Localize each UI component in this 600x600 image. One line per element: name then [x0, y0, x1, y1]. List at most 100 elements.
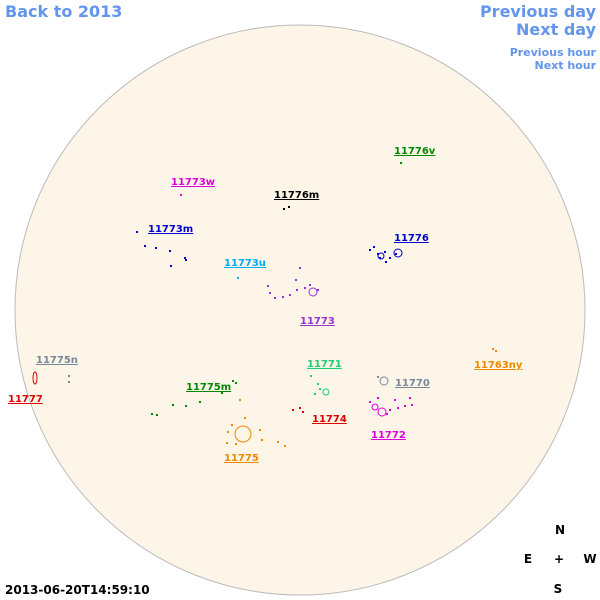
sunspot — [277, 441, 279, 443]
region-label[interactable]: 11770 — [395, 378, 430, 389]
previous-hour-link[interactable]: Previous hour — [510, 46, 597, 59]
sunspot — [317, 289, 319, 291]
region-label[interactable]: 11774 — [312, 414, 347, 425]
region-label[interactable]: 11776m — [274, 190, 319, 201]
sunspot — [221, 392, 223, 394]
sunspot — [389, 409, 391, 411]
sunspot — [231, 424, 233, 426]
region-label[interactable]: 11775m — [186, 382, 231, 393]
sunspot — [169, 250, 171, 252]
sunspot — [180, 194, 182, 196]
sunspot — [170, 265, 172, 267]
region-label[interactable]: 11775 — [224, 453, 259, 464]
sunspot — [274, 297, 276, 299]
sunspot — [284, 445, 286, 447]
region-label[interactable]: 11773u — [224, 258, 266, 269]
sunspot — [299, 267, 301, 269]
sunspot — [184, 257, 186, 259]
compass-center: + — [554, 552, 564, 566]
sunspot — [394, 399, 396, 401]
sunspot — [185, 405, 187, 407]
sunspot-group — [308, 287, 318, 297]
region-label[interactable]: 11776 — [394, 233, 429, 244]
sunspot — [144, 245, 146, 247]
sunspot — [389, 257, 391, 259]
sunspot — [244, 417, 246, 419]
region-label[interactable]: 11773w — [171, 177, 215, 188]
sunspot — [239, 399, 241, 401]
compass-west: W — [583, 552, 596, 566]
sunspot — [283, 208, 285, 210]
sunspot — [397, 407, 399, 409]
sunspot — [259, 429, 261, 431]
sunspot — [386, 413, 388, 415]
next-hour-link[interactable]: Next hour — [535, 59, 597, 72]
sunspot — [299, 407, 301, 409]
sunspot — [384, 251, 386, 253]
sunspot — [310, 375, 312, 377]
sunspot — [296, 289, 298, 291]
compass-east: E — [524, 552, 532, 566]
sunspot — [302, 411, 304, 413]
sunspot — [304, 287, 306, 289]
sunspot — [269, 292, 271, 294]
back-link[interactable]: Back to 2013 — [5, 2, 122, 21]
region-label[interactable]: 11763ny — [474, 360, 523, 371]
sunspot — [373, 246, 375, 248]
sunspot — [226, 442, 228, 444]
previous-day-link[interactable]: Previous day — [480, 2, 597, 21]
region-label[interactable]: 11777 — [8, 394, 43, 405]
region-label[interactable]: 11775n — [36, 355, 78, 366]
sunspot-group — [371, 403, 379, 411]
compass-south: S — [554, 582, 563, 596]
sunspot — [319, 388, 321, 390]
sunspot — [495, 350, 497, 352]
sunspot — [379, 257, 381, 259]
region-label[interactable]: 11776v — [394, 146, 436, 157]
sunspot — [409, 397, 411, 399]
sunspot — [317, 383, 319, 385]
sunspot — [385, 261, 387, 263]
sunspot — [411, 404, 413, 406]
sunspot — [404, 405, 406, 407]
sunspot — [288, 206, 290, 208]
sunspot — [395, 253, 397, 255]
sunspot — [261, 439, 263, 441]
sunspot — [400, 162, 402, 164]
sunspot — [227, 431, 229, 433]
sunspot — [156, 414, 158, 416]
sunspot — [292, 409, 294, 411]
sunspot — [235, 382, 237, 384]
next-day-link[interactable]: Next day — [516, 20, 597, 39]
sunspot — [289, 294, 291, 296]
sunspot — [199, 401, 201, 403]
sunspot — [155, 247, 157, 249]
region-label[interactable]: 11773 — [300, 316, 335, 327]
sunspot — [232, 380, 234, 382]
sunspot — [151, 413, 153, 415]
sunspot — [492, 348, 494, 350]
sunspot-group — [32, 371, 38, 385]
compass-north: N — [555, 523, 565, 537]
sunspot-group — [393, 248, 403, 258]
sunspot — [185, 259, 187, 261]
sunspot — [235, 443, 237, 445]
sunspot-group — [377, 407, 387, 417]
sunspot — [377, 397, 379, 399]
region-label[interactable]: 11772 — [371, 430, 406, 441]
sunspot — [369, 249, 371, 251]
sunspot — [68, 375, 70, 377]
sunspot-group — [379, 376, 389, 386]
sunspot — [136, 231, 138, 233]
sunspot — [295, 279, 297, 281]
sunspot-group — [377, 252, 385, 260]
region-label[interactable]: 11773m — [148, 224, 193, 235]
sunspot — [282, 296, 284, 298]
sunspots — [32, 162, 497, 447]
sunspot — [309, 284, 311, 286]
sunspot — [267, 285, 269, 287]
region-label[interactable]: 11771 — [307, 359, 342, 370]
sunspot-group — [234, 425, 252, 443]
